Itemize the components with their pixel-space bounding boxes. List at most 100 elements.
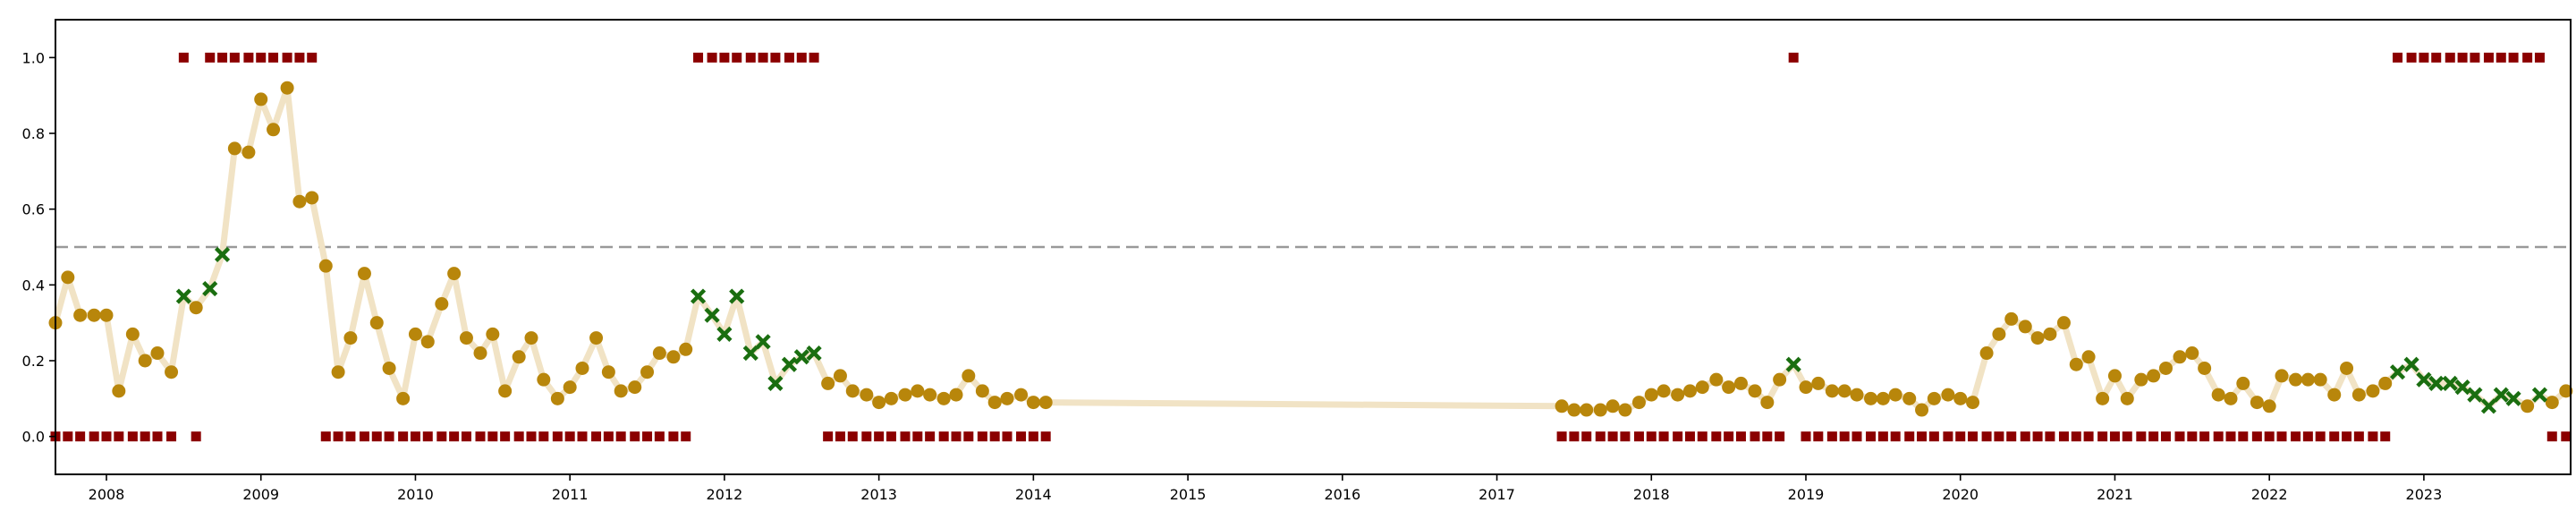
- square-marker: [1581, 431, 1592, 442]
- data-point: [1682, 384, 1697, 398]
- square-marker: [538, 431, 549, 442]
- cross-marker: [214, 246, 231, 263]
- y-tick-label: 1.0: [22, 49, 45, 66]
- square-marker: [707, 52, 717, 63]
- square-marker: [796, 52, 807, 63]
- cross-marker: [2403, 356, 2419, 372]
- square-marker: [809, 52, 819, 63]
- square-marker: [630, 431, 640, 442]
- data-point: [2069, 357, 2083, 371]
- cross-marker: [1785, 356, 1801, 372]
- cross-marker: [742, 345, 758, 362]
- square-marker: [1890, 431, 1901, 442]
- data-point: [1888, 388, 1902, 402]
- square-marker: [1697, 431, 1707, 442]
- square-marker: [1904, 431, 1915, 442]
- square-marker: [2199, 431, 2210, 442]
- data-point: [1876, 391, 1890, 405]
- square-marker: [1994, 431, 2004, 442]
- square-marker: [436, 431, 447, 442]
- cross-marker: [2389, 364, 2406, 380]
- square-marker: [2045, 431, 2055, 442]
- data-point: [589, 331, 604, 345]
- data-point: [382, 361, 396, 375]
- square-marker: [2238, 431, 2249, 442]
- square-marker: [2213, 431, 2224, 442]
- square-marker: [2148, 431, 2159, 442]
- data-point: [165, 365, 179, 379]
- square-marker: [2174, 431, 2185, 442]
- cross-marker: [2416, 371, 2432, 388]
- cross-stroke: [2531, 387, 2548, 403]
- plot-frame: [55, 19, 2572, 475]
- square-marker: [1826, 431, 1837, 442]
- square-marker: [398, 431, 409, 442]
- x-tick-label: 2015: [1170, 486, 1207, 503]
- data-point: [550, 391, 564, 405]
- data-point: [369, 316, 384, 330]
- square-marker: [101, 431, 112, 442]
- y-tick-label: 0.6: [22, 201, 45, 218]
- square-marker: [2315, 431, 2326, 442]
- point-layer: [48, 81, 2573, 417]
- data-point: [872, 396, 886, 410]
- x-tick-label: 2016: [1324, 486, 1360, 503]
- data-point: [459, 331, 473, 345]
- data-point: [2004, 311, 2019, 326]
- cross-marker: [2442, 375, 2458, 391]
- cross-marker: [690, 288, 707, 304]
- square-marker: [2083, 431, 2094, 442]
- data-point: [1644, 388, 1658, 402]
- square-marker: [89, 431, 99, 442]
- square-marker: [2445, 52, 2455, 63]
- data-point: [280, 81, 294, 95]
- square-marker: [847, 431, 858, 442]
- data-point: [2275, 369, 2289, 383]
- square-marker: [989, 431, 1000, 442]
- square-marker: [2561, 431, 2572, 442]
- data-point: [1695, 380, 1709, 395]
- square-marker: [835, 431, 845, 442]
- square-marker: [2406, 52, 2417, 63]
- data-point: [2081, 350, 2096, 364]
- cross-stroke: [2428, 375, 2445, 391]
- square-marker: [603, 431, 614, 442]
- data-point: [884, 391, 898, 405]
- data-point: [125, 327, 140, 341]
- data-point: [1709, 372, 1724, 387]
- square-marker: [152, 431, 163, 442]
- data-point: [1722, 380, 1736, 395]
- data-point: [2158, 361, 2173, 375]
- square-marker: [615, 431, 626, 442]
- data-point: [2236, 376, 2250, 390]
- data-point: [2366, 384, 2380, 398]
- cross-marker: [2467, 387, 2483, 403]
- cross-marker: [2505, 390, 2521, 406]
- data-point: [473, 346, 487, 361]
- square-marker: [1735, 431, 1746, 442]
- square-marker: [719, 52, 730, 63]
- cross-stroke: [755, 334, 771, 350]
- x-tick-label: 2009: [242, 486, 279, 503]
- square-marker: [1955, 431, 1966, 442]
- square-marker: [693, 52, 704, 63]
- data-point: [962, 369, 976, 383]
- square-marker: [681, 431, 691, 442]
- square-marker: [487, 431, 498, 442]
- square-marker: [1711, 431, 1722, 442]
- data-point: [666, 350, 681, 364]
- square-marker: [294, 52, 305, 63]
- square-layer: [50, 52, 2572, 442]
- x-tick-label: 2023: [2406, 486, 2443, 503]
- cross-stroke: [214, 246, 231, 263]
- x-axis: 2008 2009 2010 2011 2012 2013 2014 2015 2016 2017…: [89, 474, 2443, 503]
- cross-stroke: [2389, 364, 2406, 380]
- data-point: [1760, 396, 1775, 410]
- data-point: [1915, 403, 1929, 417]
- data-point: [2262, 399, 2276, 413]
- data-point: [1593, 403, 1607, 417]
- x-tick-label: 2021: [2097, 486, 2133, 503]
- square-marker: [1852, 431, 1862, 442]
